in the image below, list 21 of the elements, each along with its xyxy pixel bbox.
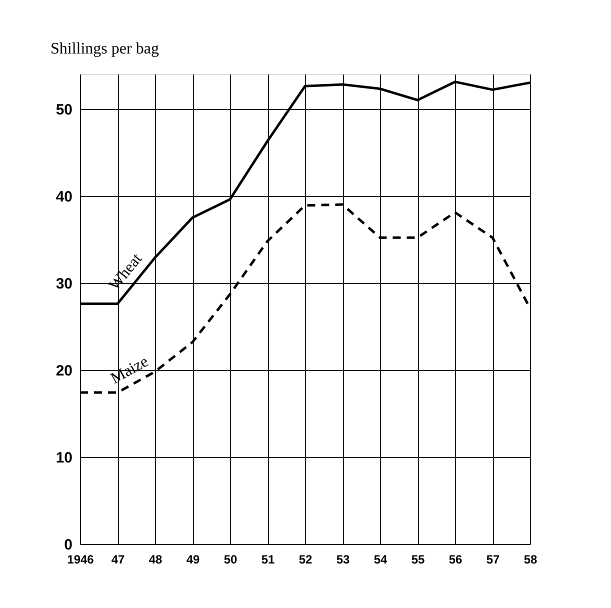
x-tick-label: 54	[374, 552, 388, 566]
y-tick-label: 10	[56, 449, 72, 466]
x-tick-label: 47	[111, 552, 125, 566]
y-tick-label: 20	[56, 362, 72, 380]
x-tick-label: 1946	[67, 552, 94, 566]
x-tick-label: 50	[224, 552, 238, 566]
y-axis-title: Shillings per bag	[50, 40, 159, 58]
y-tick-label: 50	[56, 101, 72, 118]
x-tick-label: 49	[186, 552, 200, 566]
y-tick-label: 30	[56, 275, 72, 292]
x-tick-label: 48	[148, 552, 162, 566]
y-tick-label: 0	[64, 536, 72, 554]
x-tick-label: 53	[336, 552, 350, 566]
y-tick-label: 40	[56, 188, 72, 206]
text: Maize	[108, 353, 152, 388]
x-tick-label: 55	[411, 552, 425, 566]
x-tick-label: 58	[524, 552, 538, 566]
x-tick-label: 51	[261, 552, 275, 566]
x-tick-label: 56	[448, 552, 462, 566]
x-tick-label: 57	[486, 552, 500, 566]
x-tick-label: 52	[298, 552, 312, 566]
